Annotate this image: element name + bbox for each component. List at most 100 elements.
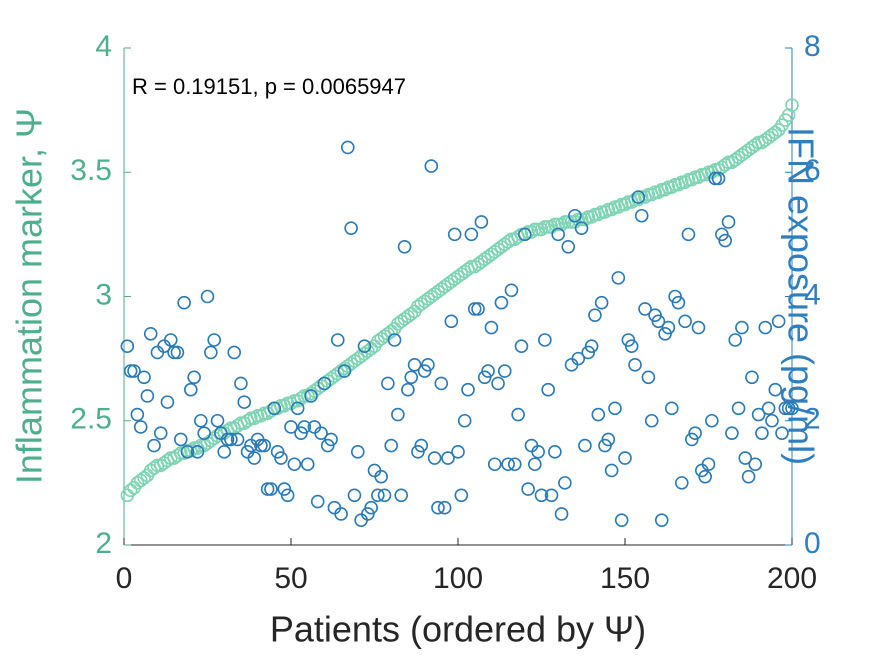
point: [558, 215, 572, 229]
y-axis-label: Inflammation marker, Ψ: [9, 108, 50, 484]
point: [674, 175, 689, 189]
x-tick-label: 50: [274, 562, 307, 595]
point: [514, 339, 529, 354]
point: [681, 227, 696, 242]
point: [147, 438, 161, 453]
point: [514, 227, 529, 242]
y2-tick-label: 4: [804, 278, 821, 311]
point: [391, 407, 405, 422]
point: [521, 225, 535, 239]
point: [160, 395, 175, 409]
point: [247, 451, 262, 465]
point: [397, 240, 412, 254]
x-axis-label: Patients (ordered by Ψ): [270, 609, 646, 650]
point: [230, 432, 245, 447]
point: [651, 314, 666, 329]
point: [624, 339, 639, 354]
point: [287, 457, 302, 472]
point: [501, 457, 515, 472]
point: [534, 488, 549, 503]
point: [384, 438, 399, 453]
point: [207, 333, 221, 347]
point: [404, 307, 419, 321]
point: [691, 320, 706, 335]
point: [521, 482, 535, 496]
point: [581, 210, 596, 224]
point: [618, 451, 632, 465]
point: [654, 513, 669, 527]
point: [407, 358, 422, 372]
point: [374, 469, 388, 484]
point: [785, 401, 799, 416]
point: [604, 463, 619, 478]
point: [401, 382, 415, 397]
point: [300, 457, 315, 472]
point: [280, 488, 295, 503]
point: [638, 302, 652, 316]
point: [314, 426, 328, 440]
point: [708, 171, 722, 186]
point: [431, 500, 445, 515]
point: [664, 401, 679, 416]
point: [614, 197, 629, 212]
point: [167, 345, 181, 360]
point: [775, 426, 789, 440]
point: [304, 389, 318, 403]
point: [347, 488, 362, 503]
point: [257, 438, 272, 453]
point: [571, 212, 586, 227]
point: [588, 207, 602, 222]
point: [434, 376, 449, 391]
point: [491, 376, 505, 391]
point: [728, 333, 743, 347]
point: [671, 295, 686, 310]
point: [631, 190, 646, 204]
y-tick-label: 2: [95, 527, 112, 560]
point: [250, 408, 265, 423]
point: [554, 217, 569, 232]
point: [297, 420, 312, 434]
point: [594, 295, 609, 310]
point: [548, 445, 562, 459]
point: [371, 488, 385, 503]
point: [688, 170, 702, 185]
point: [785, 98, 799, 112]
point: [608, 401, 622, 416]
point: [674, 476, 689, 490]
point: [123, 483, 138, 498]
point: [528, 457, 542, 472]
point: [427, 451, 442, 465]
point: [594, 205, 609, 219]
point: [781, 401, 796, 416]
point: [227, 345, 242, 360]
point: [608, 200, 622, 214]
point: [768, 125, 783, 140]
y2-tick-label: 6: [804, 154, 821, 187]
point: [163, 333, 178, 347]
point: [588, 308, 602, 322]
point: [467, 302, 482, 316]
point: [200, 289, 215, 304]
point: [601, 202, 616, 217]
point: [544, 488, 559, 503]
point: [584, 339, 599, 354]
point: [574, 221, 589, 235]
point: [344, 221, 358, 235]
point: [447, 227, 462, 242]
point: [538, 220, 552, 234]
point: [377, 488, 392, 503]
point: [437, 500, 452, 515]
point: [394, 488, 409, 503]
point: [384, 324, 399, 339]
point: [173, 446, 188, 460]
point: [517, 227, 532, 242]
point: [260, 482, 275, 496]
point: [137, 370, 151, 385]
point: [644, 413, 659, 428]
point: [177, 295, 191, 310]
y-tick-label: 2.5: [70, 403, 112, 436]
point: [441, 451, 455, 465]
point: [217, 445, 231, 459]
point: [641, 370, 656, 385]
